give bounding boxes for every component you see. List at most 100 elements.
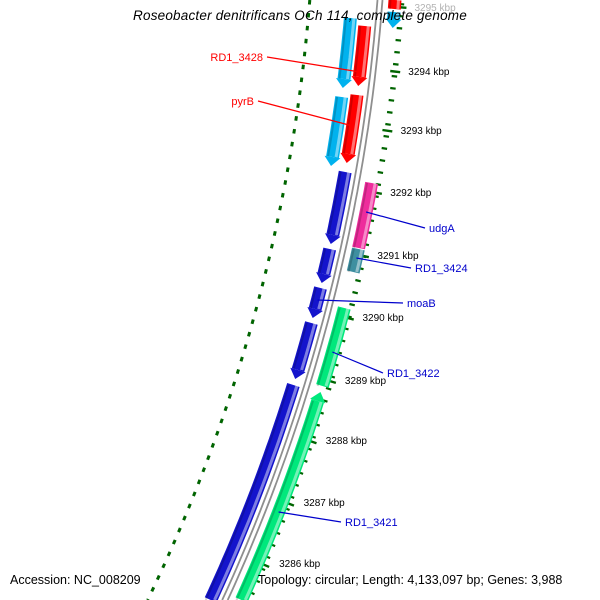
gene-feature[interactable] (317, 247, 337, 276)
gene-feature-pyrB-highlight (350, 94, 363, 155)
gene-feature-RD1_3421-highlight (243, 400, 323, 600)
gene-label-RD1_3421[interactable]: RD1_3421 (345, 517, 398, 529)
gene-label-moaB[interactable]: moaB (407, 298, 436, 310)
gene-feature-pyrB[interactable] (341, 94, 364, 155)
gene-feature[interactable] (291, 321, 318, 372)
ruler-tick-label: 3295 kbp (415, 3, 457, 14)
gene-feature-RD1_3421[interactable] (235, 399, 324, 600)
ruler-major-tick (390, 69, 401, 74)
ruler-tick-label: 3288 kbp (326, 436, 368, 447)
ruler-tick-label: 3292 kbp (390, 188, 432, 199)
gene-feature-RD1_3421-arrowhead[interactable] (310, 392, 326, 404)
topology-info-text: Topology: circular; Length: 4,133,097 bp… (258, 573, 563, 587)
gene-feature-highlight (326, 248, 335, 275)
gene-feature-highlight (395, 11, 400, 20)
ruler-minor-tick (391, 74, 398, 78)
ruler-tick-label: 3287 kbp (304, 498, 346, 509)
gene-feature[interactable] (337, 17, 357, 80)
gene-feature-RD1_3428-shade (353, 25, 362, 78)
gene-label-leader-line (257, 100, 353, 127)
gene-feature-udgA-shade (353, 182, 369, 249)
ruler-minor-tick (377, 170, 384, 175)
ruler-minor-tick (395, 38, 402, 42)
ruler-tick-label: 3286 kbp (279, 559, 321, 570)
ruler-minor-tick (352, 290, 359, 295)
ruler-tick-label: 3293 kbp (401, 126, 443, 137)
gene-feature-RD1_3428-highlight (361, 25, 370, 78)
gene-feature-highlight (346, 17, 356, 80)
gene-label-leader-line (266, 56, 360, 73)
gene-feature-pyrB-shade (342, 94, 354, 155)
gene-feature-highlight (334, 171, 351, 236)
ruler-minor-tick (386, 110, 393, 114)
ruler-minor-tick (355, 278, 361, 283)
accession-text: Accession: NC_008209 (10, 573, 141, 587)
gene-feature[interactable] (387, 0, 402, 10)
ruler-minor-tick (349, 302, 356, 307)
gene-feature-shade (338, 17, 347, 80)
gene-feature[interactable] (326, 96, 349, 159)
gene-label-leader-line (365, 211, 426, 229)
gene-feature-moaB-shade (309, 287, 317, 310)
gene-feature-udgA[interactable] (352, 181, 379, 250)
gene-feature-arrowhead[interactable] (290, 367, 306, 379)
ruler-tick-label: 3290 kbp (363, 313, 405, 324)
gene-feature-shade (327, 96, 339, 158)
ruler-tick-label: 3289 kbp (345, 376, 387, 387)
gene-label-leader-line (332, 351, 384, 374)
gene-feature-RD1_3422[interactable] (316, 306, 351, 388)
ruler-minor-tick (394, 50, 400, 54)
gene-feature-shade (204, 384, 290, 600)
gene-feature-RD1_3428-arrowhead[interactable] (351, 76, 368, 86)
ruler-minor-tick (381, 146, 388, 150)
gene-label-pyrB[interactable]: pyrB (231, 96, 254, 108)
gene-feature-highlight (213, 384, 299, 600)
ruler-minor-tick (388, 98, 395, 102)
ruler-minor-tick (383, 134, 390, 138)
gene-feature-arrowhead[interactable] (325, 233, 341, 244)
gene-feature-arrowhead[interactable] (316, 272, 332, 283)
gene-feature-RD1_3424[interactable] (346, 247, 365, 274)
gene-feature-pyrB-arrowhead[interactable] (340, 152, 357, 163)
gene-feature-shade (292, 322, 308, 371)
gene-label-RD1_3424[interactable]: RD1_3424 (415, 263, 468, 275)
gene-feature-moaB[interactable] (308, 286, 327, 311)
gene-feature-RD1_3421-shade (235, 400, 314, 600)
gene-feature-moaB-arrowhead[interactable] (307, 307, 323, 318)
ruler-tick-label: 3291 kbp (377, 251, 419, 262)
gene-feature[interactable] (326, 170, 352, 237)
ruler-minor-tick (379, 158, 386, 162)
ruler-minor-tick (390, 86, 396, 90)
gene-feature-highlight (396, 0, 400, 10)
gene-feature-shade (388, 11, 391, 20)
ruler-minor-tick (325, 386, 332, 391)
gene-label-udgA[interactable]: udgA (429, 223, 455, 235)
gene-feature-RD1_3422-shade (316, 307, 341, 387)
ruler-minor-tick (392, 62, 399, 66)
gene-feature-RD1_3424-highlight (355, 248, 364, 273)
gene-label-leader-line (356, 257, 412, 269)
gene-feature-udgA-highlight (360, 182, 377, 249)
gene-feature-RD1_3422-highlight (324, 307, 350, 387)
gene-feature-shade (327, 171, 342, 236)
ruler-tick-label: 3294 kbp (408, 67, 450, 78)
ruler-major-tick (382, 128, 393, 133)
gene-feature[interactable] (204, 383, 300, 600)
gene-label-leader-line (278, 511, 342, 523)
gene-label-leader-line (317, 299, 404, 304)
gene-feature[interactable] (387, 11, 401, 20)
gene-feature-RD1_3428[interactable] (352, 25, 372, 78)
gene-label-RD1_3422[interactable]: RD1_3422 (387, 368, 440, 380)
gene-feature-highlight (334, 96, 347, 158)
gene-feature-arrowhead[interactable] (324, 155, 341, 166)
gene-feature-arrowhead[interactable] (336, 78, 352, 88)
gene-label-RD1_3428[interactable]: RD1_3428 (210, 52, 263, 64)
gene-feature-highlight (300, 322, 317, 371)
ruler-minor-tick (385, 122, 391, 126)
genome-title: Roseobacter denitrificans OCh 114, compl… (133, 8, 467, 23)
gene-feature-RD1_3424-shade (347, 248, 355, 273)
gene-feature-arrowhead[interactable] (385, 18, 402, 28)
gene-feature-shade (388, 0, 392, 10)
